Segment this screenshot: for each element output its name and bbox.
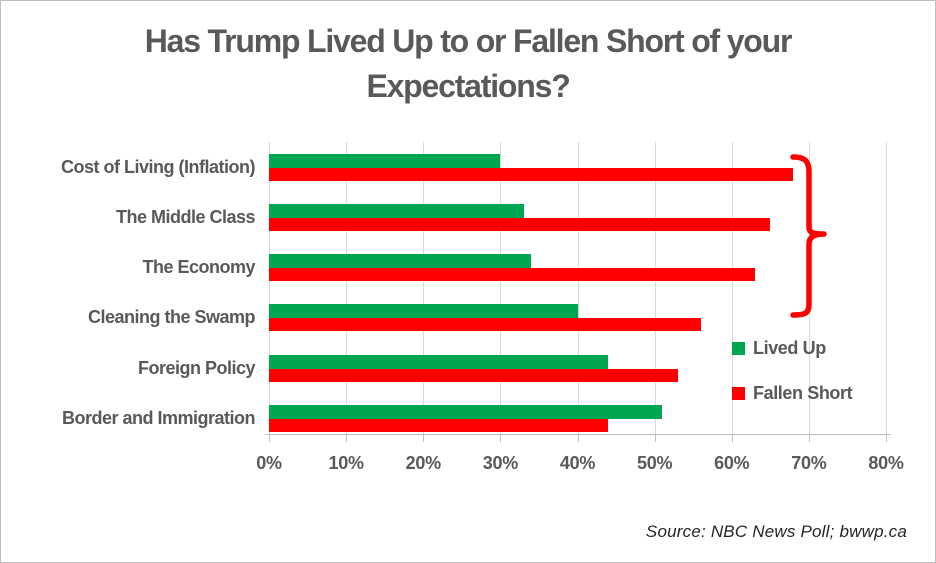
gridline: [886, 142, 887, 434]
x-axis-tick: [577, 434, 579, 442]
gridline: [423, 142, 425, 434]
x-tick-label: 0%: [256, 453, 282, 473]
legend-item-lived-up: Lived Up: [732, 337, 826, 358]
x-tick-label: 10%: [328, 453, 364, 473]
x-axis-tick: [346, 434, 348, 442]
gridline: [269, 142, 270, 434]
legend-label: Lived Up: [753, 337, 826, 358]
category-label: Foreign Policy: [137, 357, 256, 378]
bar-lived-up: [269, 203, 524, 218]
bar-fallen-short: [269, 217, 771, 231]
gridline: [577, 142, 579, 434]
x-axis-tick: [886, 434, 887, 442]
bar-lived-up: [269, 254, 532, 269]
bar-lived-up: [269, 304, 578, 319]
gridline: [500, 142, 502, 434]
brace-annotation-icon: [790, 154, 827, 318]
bar-lived-up: [269, 405, 663, 419]
legend-swatch-icon: [732, 386, 745, 400]
x-tick-label: 50%: [637, 453, 673, 473]
x-axis-tick: [500, 434, 502, 442]
category-label: Cleaning the Swamp: [87, 307, 256, 328]
x-tick-label: 60%: [714, 453, 750, 473]
x-tick-label: 40%: [559, 453, 596, 473]
gridline: [731, 142, 733, 434]
chart-title: Has Trump Lived Up to or Fallen Short of…: [144, 23, 793, 104]
x-tick-label: 80%: [868, 453, 904, 473]
bar-lived-up: [269, 354, 609, 369]
x-axis-tick: [731, 434, 733, 442]
legend-swatch-icon: [732, 341, 745, 355]
legend-item-fallen-short: Fallen Short: [732, 382, 853, 403]
x-axis-tick: [269, 434, 270, 442]
bar-lived-up: [269, 153, 501, 168]
bar-fallen-short: [269, 368, 678, 382]
bar-fallen-short: [269, 419, 609, 432]
x-axis-tick: [808, 434, 810, 442]
plot-area: [269, 142, 887, 434]
category-label: Cost of Living (Inflation): [61, 156, 255, 177]
x-tick-label: 70%: [791, 453, 827, 473]
x-tick-label: 20%: [405, 453, 441, 473]
x-axis-tick: [654, 434, 656, 442]
category-label: The Middle Class: [115, 206, 256, 227]
gridline: [346, 142, 348, 434]
bar-fallen-short: [269, 268, 755, 282]
x-axis-tick: [423, 434, 425, 442]
category-label: The Economy: [142, 257, 255, 278]
x-tick-label: 30%: [482, 453, 518, 473]
legend-label: Fallen Short: [753, 382, 853, 403]
source-note: Source: NBC News Poll; bwwp.ca: [645, 522, 907, 541]
category-label: Border and Immigration: [61, 408, 256, 428]
bar-fallen-short: [269, 167, 794, 181]
bar-fallen-short: [269, 318, 701, 332]
gridline: [654, 142, 656, 434]
